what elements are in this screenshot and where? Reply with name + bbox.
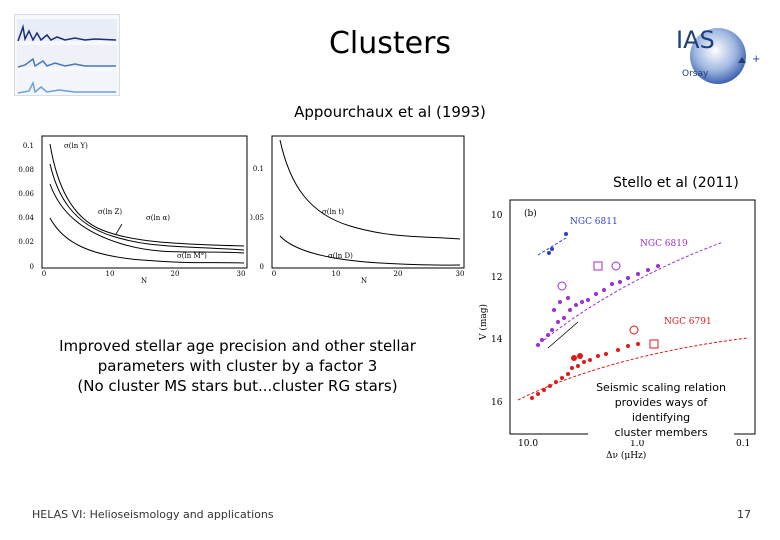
svg-text:σ(ln t): σ(ln t) [322, 208, 344, 216]
svg-text:20: 20 [171, 270, 180, 278]
logo-subtext: Orsay [682, 69, 709, 79]
seismic-callout: Seismic scaling relation provides ways o… [588, 380, 734, 440]
reference-appourchaux: Appourchaux et al (1993) [294, 103, 486, 121]
svg-text:NGC 6791: NGC 6791 [664, 317, 712, 327]
svg-text:0: 0 [272, 270, 276, 278]
svg-text:σ(ln D): σ(ln D) [328, 252, 353, 260]
body-line-1: Improved stellar age precision and other… [59, 337, 416, 355]
svg-text:0.04: 0.04 [18, 214, 34, 222]
svg-text:+: + [752, 54, 760, 65]
slide-footer: HELAS VI: Helioseismology and applicatio… [32, 508, 274, 521]
svg-text:Δν (μHz): Δν (μHz) [606, 450, 646, 461]
svg-text:0: 0 [260, 263, 264, 271]
callout-line-1: Seismic scaling relation [596, 381, 726, 394]
svg-text:0.02: 0.02 [18, 238, 34, 246]
svg-text:σ(ln α): σ(ln α) [146, 214, 170, 222]
svg-text:1.0: 1.0 [630, 439, 645, 449]
svg-text:14: 14 [491, 335, 503, 345]
svg-text:0.08: 0.08 [18, 166, 34, 174]
svg-text:0.1: 0.1 [736, 439, 750, 449]
page-number: 17 [737, 508, 751, 521]
svg-text:30: 30 [237, 270, 246, 278]
uncertainty-plot-middle: 0.1 0.05 0 0 10 20 30 N σ(ln t) σ(ln D) [248, 126, 470, 286]
svg-text:V (mag): V (mag) [478, 304, 489, 341]
svg-text:NGC 6811: NGC 6811 [570, 217, 618, 227]
ias-logo: IAS Orsay + [668, 18, 768, 86]
svg-text:0.05: 0.05 [250, 214, 264, 222]
svg-text:N: N [361, 277, 367, 285]
body-line-3: (No cluster MS stars but...cluster RG st… [77, 377, 398, 395]
svg-text:0: 0 [30, 263, 34, 271]
svg-text:10: 10 [332, 270, 341, 278]
spectra-thumbnail [14, 14, 120, 96]
svg-text:30: 30 [456, 270, 465, 278]
svg-text:0.06: 0.06 [18, 190, 34, 198]
svg-text:10: 10 [106, 270, 115, 278]
svg-text:NGC 6819: NGC 6819 [640, 239, 688, 249]
reference-stello: Stello et al (2011) [613, 175, 739, 191]
svg-text:(b): (b) [524, 208, 537, 219]
svg-text:16: 16 [491, 398, 503, 408]
svg-text:0.1: 0.1 [23, 142, 34, 150]
svg-text:0.1: 0.1 [253, 165, 264, 173]
svg-text:20: 20 [394, 270, 403, 278]
svg-text:12: 12 [491, 273, 502, 283]
svg-text:N: N [141, 277, 147, 285]
svg-text:0: 0 [42, 270, 46, 278]
callout-line-2: provides ways of identifying [614, 396, 708, 424]
improved-precision-text: Improved stellar age precision and other… [40, 336, 435, 396]
svg-text:10: 10 [491, 211, 503, 221]
svg-text:σ(ln Y): σ(ln Y) [64, 142, 88, 150]
svg-text:σ(ln M°): σ(ln M°) [177, 252, 207, 260]
uncertainty-plot-left: 0.1 0.08 0.06 0.04 0.02 0 0 10 20 30 N σ… [12, 126, 257, 286]
svg-text:10.0: 10.0 [518, 439, 538, 449]
slide-title: Clusters [328, 26, 452, 61]
logo-text: IAS [676, 26, 715, 54]
svg-text:σ(ln Z): σ(ln Z) [98, 208, 122, 216]
callout-line-3: cluster members [614, 426, 708, 439]
body-line-2: parameters with cluster by a factor 3 [97, 357, 378, 375]
